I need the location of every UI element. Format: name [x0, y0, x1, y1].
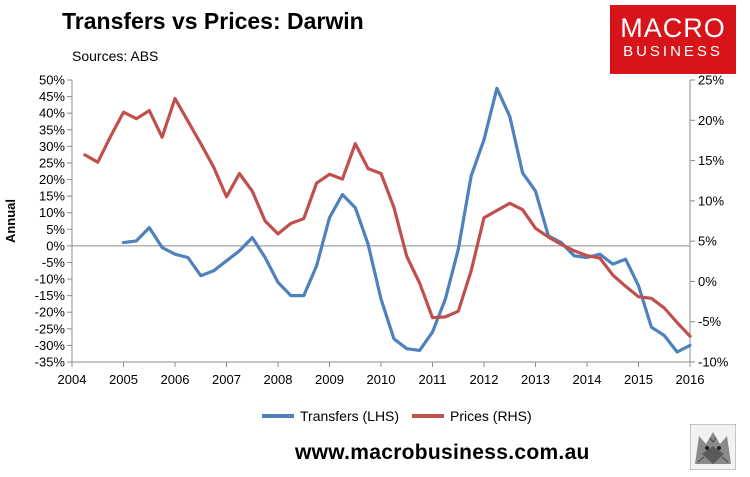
y-left-tick-label: 25%: [39, 155, 65, 170]
y-left-tick-label: -15%: [35, 288, 66, 303]
y-right-tick-label: 10%: [698, 193, 724, 208]
y-right-tick-label: 5%: [698, 234, 717, 249]
plot-area: 50%45%40%35%30%25%20%15%10%5%0%-5%-10%-1…: [3, 73, 729, 388]
y-left-tick-label: 40%: [39, 106, 65, 121]
y-left-tick-label: 30%: [39, 139, 65, 154]
series-line-transfers: [121, 86, 692, 354]
y-right-tick-label: 20%: [698, 113, 724, 128]
series-line-prices: [83, 96, 692, 338]
x-tick-label: 2012: [470, 372, 499, 387]
chart-legend: Transfers (LHS) Prices (RHS): [0, 408, 750, 428]
y-right-tick-label: 15%: [698, 153, 724, 168]
y-left-tick-label: -30%: [35, 338, 66, 353]
line-chart: 50%45%40%35%30%25%20%15%10%5%0%-5%-10%-1…: [3, 73, 729, 388]
y-right-tick-label: 25%: [698, 73, 724, 88]
y-right-tick-label: -10%: [698, 355, 729, 370]
x-tick-label: 2010: [367, 372, 396, 387]
x-tick-label: 2011: [419, 372, 447, 387]
legend-swatch: [412, 414, 444, 418]
x-tick-label: 2009: [315, 372, 344, 387]
y-left-tick-label: 50%: [39, 73, 65, 88]
y-left-tick-label: -35%: [35, 355, 66, 370]
x-tick-label: 2013: [521, 372, 550, 387]
y-left-tick-label: -25%: [35, 321, 66, 336]
legend-item: Prices (RHS): [412, 408, 532, 424]
y-left-tick-label: 35%: [39, 122, 65, 137]
y-left-tick-label: 15%: [39, 189, 65, 204]
x-tick-label: 2005: [109, 372, 138, 387]
logo-text-business: BUSINESS: [623, 43, 723, 60]
legend-swatch: [262, 414, 294, 418]
x-tick-label: 2008: [264, 372, 293, 387]
y-left-tick-label: -10%: [35, 272, 66, 287]
legend-item: Transfers (LHS): [262, 408, 399, 424]
y-right-tick-label: -5%: [698, 314, 722, 329]
x-tick-label: 2015: [624, 372, 653, 387]
x-tick-label: 2016: [676, 372, 705, 387]
logo-text-macro: MACRO: [620, 13, 726, 43]
chart-title: Transfers vs Prices: Darwin: [62, 8, 364, 34]
y-left-tick-label: -20%: [35, 305, 66, 320]
legend-label: Prices (RHS): [450, 408, 532, 424]
y-axis-label: Annual: [3, 199, 18, 243]
website-url[interactable]: www.macrobusiness.com.au: [295, 441, 590, 464]
y-left-tick-label: 0%: [46, 238, 65, 253]
y-left-tick-label: 5%: [46, 222, 65, 237]
x-tick-label: 2006: [161, 372, 190, 387]
y-left-tick-label: -5%: [42, 255, 66, 270]
x-tick-label: 2007: [212, 372, 241, 387]
chart-subtitle: Sources: ABS: [72, 48, 159, 64]
macrobusiness-logo: MACRO BUSINESS: [610, 5, 736, 74]
y-left-tick-label: 20%: [39, 172, 65, 187]
x-tick-label: 2014: [573, 372, 602, 387]
y-left-tick-label: 45%: [39, 89, 65, 104]
wolf-logo-icon: [690, 424, 736, 470]
x-tick-label: 2004: [58, 372, 87, 387]
y-left-tick-label: 10%: [39, 205, 65, 220]
y-right-tick-label: 0%: [698, 274, 717, 289]
legend-label: Transfers (LHS): [300, 408, 400, 424]
